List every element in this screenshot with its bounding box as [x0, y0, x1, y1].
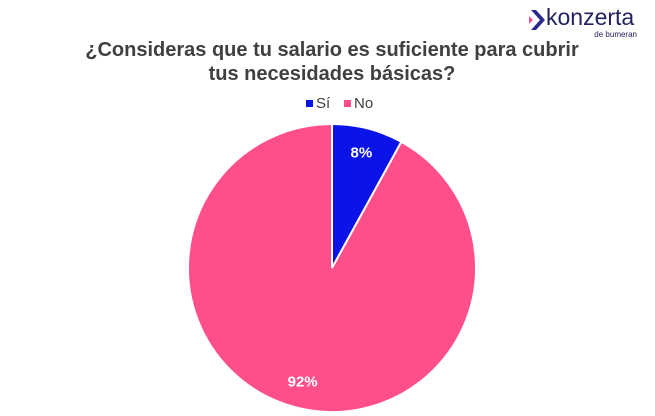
chart-title: ¿Consideras que tu salario es suficiente…: [85, 39, 579, 85]
pie: 8% 92%: [187, 122, 477, 413]
legend-swatch: [344, 100, 351, 107]
pie-slice: [187, 122, 477, 413]
brand-name: konzerta: [546, 4, 634, 30]
brand-tagline: de bumeran: [594, 30, 637, 39]
data-label: 8%: [351, 145, 373, 162]
data-label: 92%: [288, 373, 318, 390]
legend-label: No: [354, 95, 373, 112]
legend-swatch: [306, 100, 313, 107]
legend: Sí No: [306, 95, 373, 112]
logo-icon-accent: [529, 16, 533, 24]
logo-icon: [531, 10, 545, 30]
legend-label: Sí: [316, 95, 331, 112]
